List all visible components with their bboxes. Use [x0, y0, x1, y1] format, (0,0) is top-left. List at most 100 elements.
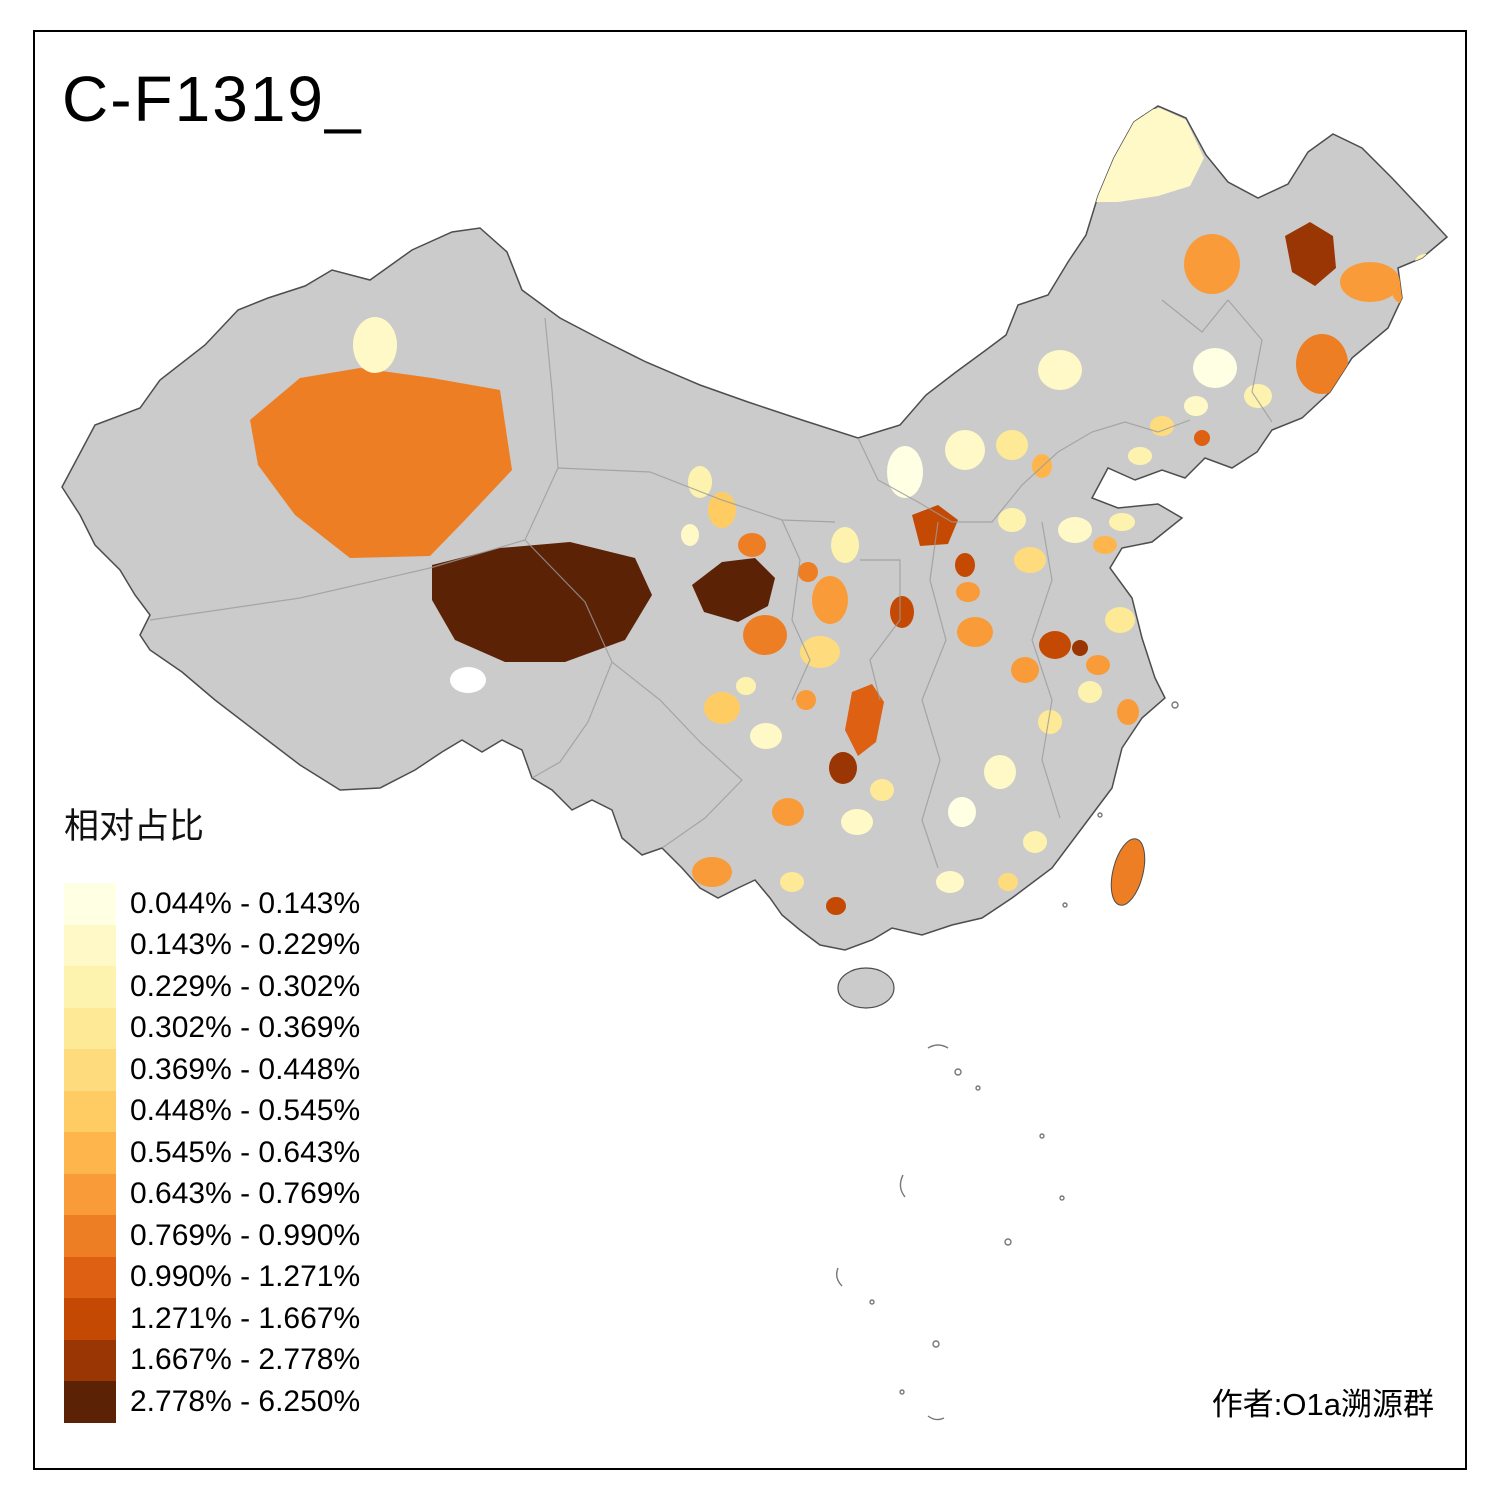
south-china-sea-islands [835, 701, 1179, 1421]
map-region [1340, 262, 1400, 302]
map-region [1184, 234, 1240, 294]
map-region-shanxi [912, 505, 958, 546]
map-region-west-henan [890, 596, 914, 628]
island-mark [1059, 1195, 1065, 1201]
legend-bin-label: 0.044% - 0.143% [130, 886, 361, 920]
legend-item: 0.448% - 0.545% [64, 1090, 361, 1132]
island-mark [1039, 1133, 1045, 1139]
map-region [945, 430, 985, 470]
legend-bin-label: 0.229% - 0.302% [130, 969, 361, 1003]
map-region-heilongjiang-dark [1285, 222, 1336, 286]
map-region [688, 466, 712, 498]
legend-bin-label: 1.667% - 2.778% [130, 1343, 361, 1377]
map-region [681, 524, 699, 546]
legend-swatch [64, 1381, 116, 1423]
island-mark [899, 1174, 906, 1198]
legend-item: 1.271% - 1.667% [64, 1298, 360, 1340]
legend-swatch [64, 1339, 116, 1381]
legend-item: 0.229% - 0.302% [64, 966, 360, 1008]
map-region [772, 798, 804, 826]
map-region-jilin-east [1296, 334, 1348, 394]
province-borders [149, 299, 1273, 869]
map-region [1105, 607, 1135, 633]
island-mark [1097, 812, 1103, 818]
map-region [887, 446, 923, 498]
map-region [1194, 430, 1210, 446]
map-region [870, 779, 894, 801]
map-region [1392, 279, 1424, 305]
map-region [1072, 640, 1088, 656]
hainan-island-region [837, 967, 895, 1009]
map-region [738, 533, 766, 557]
legend-item: 0.302% - 0.369% [64, 1007, 361, 1049]
island-mark [1171, 701, 1179, 709]
map-region-xinjiang-east [250, 368, 512, 558]
map-region [998, 873, 1018, 891]
map-region [996, 430, 1028, 460]
map-region [736, 677, 756, 695]
map-region-southwest [692, 857, 732, 887]
legend-bin-label: 0.545% - 0.643% [130, 1135, 361, 1169]
map-region [1023, 831, 1047, 853]
island-mark [932, 1340, 940, 1348]
legend-swatch [64, 1132, 116, 1174]
legend-bin-label: 0.643% - 0.769% [130, 1177, 361, 1211]
legend-swatch [64, 1173, 116, 1215]
province-border-line [857, 419, 1191, 523]
legend-item: 0.143% - 0.229% [64, 924, 361, 966]
map-region [1093, 536, 1117, 554]
map-region [1244, 384, 1272, 408]
map-region-hunan-dark [829, 752, 857, 784]
map-region [1184, 396, 1208, 416]
map-region [1038, 710, 1062, 734]
map-region [743, 615, 787, 655]
legend-bin-label: 0.769% - 0.990% [130, 1218, 361, 1252]
province-border-line [781, 519, 811, 701]
province-border-line [921, 521, 947, 869]
legend-item: 0.369% - 0.448% [64, 1049, 360, 1091]
island-mark [1004, 1238, 1012, 1246]
province-border-line [1161, 299, 1229, 333]
map-region [1109, 513, 1135, 531]
legend-bin-label: 0.143% - 0.229% [130, 928, 361, 962]
legend-swatch [64, 966, 116, 1008]
map-region [1014, 547, 1046, 573]
map-region [1150, 416, 1174, 436]
map-region [841, 809, 873, 835]
map-region [955, 553, 975, 577]
province-border-line [557, 467, 836, 523]
map-region [1128, 447, 1152, 465]
legend-bin-label: 0.448% - 0.545% [130, 1094, 361, 1128]
taiwan-island-region [1110, 838, 1146, 906]
map-region [1117, 699, 1139, 725]
map-region [704, 692, 740, 724]
legend-item: 0.643% - 0.769% [64, 1173, 361, 1215]
legend-swatch [64, 924, 116, 966]
map-region [984, 755, 1016, 789]
map-region-xinjiang-north [353, 317, 397, 373]
province-border-line [524, 539, 613, 779]
legend-swatch [64, 1298, 116, 1340]
map-region [798, 562, 818, 582]
map-region [1086, 655, 1110, 675]
legend-bin-label: 0.302% - 0.369% [130, 1011, 361, 1045]
map-region-anhui-dark [1039, 631, 1071, 659]
map-region-gannan [692, 558, 775, 622]
island-mark [927, 1415, 945, 1421]
legend-bin-label: 1.271% - 1.667% [130, 1301, 361, 1335]
map-legend: 相对占比 0.044% - 0.143% 0.143% - 0.229% 0.229… [64, 798, 360, 1423]
island-mark [869, 1299, 875, 1305]
legend-swatch [64, 1007, 116, 1049]
map-region-beijing-area [1038, 350, 1082, 390]
map-region-guangxi-dark [826, 897, 846, 915]
page-title: C-F1319_ [62, 63, 363, 135]
island-mark [954, 1068, 962, 1076]
legend-items: 0.044% - 0.143% 0.143% - 0.229% 0.229% - 0… [64, 883, 360, 1423]
map-region [796, 690, 816, 710]
map-region [957, 617, 993, 647]
island-mark [975, 1085, 981, 1091]
legend-item: 0.044% - 0.143% [64, 883, 360, 925]
map-region [708, 492, 736, 528]
